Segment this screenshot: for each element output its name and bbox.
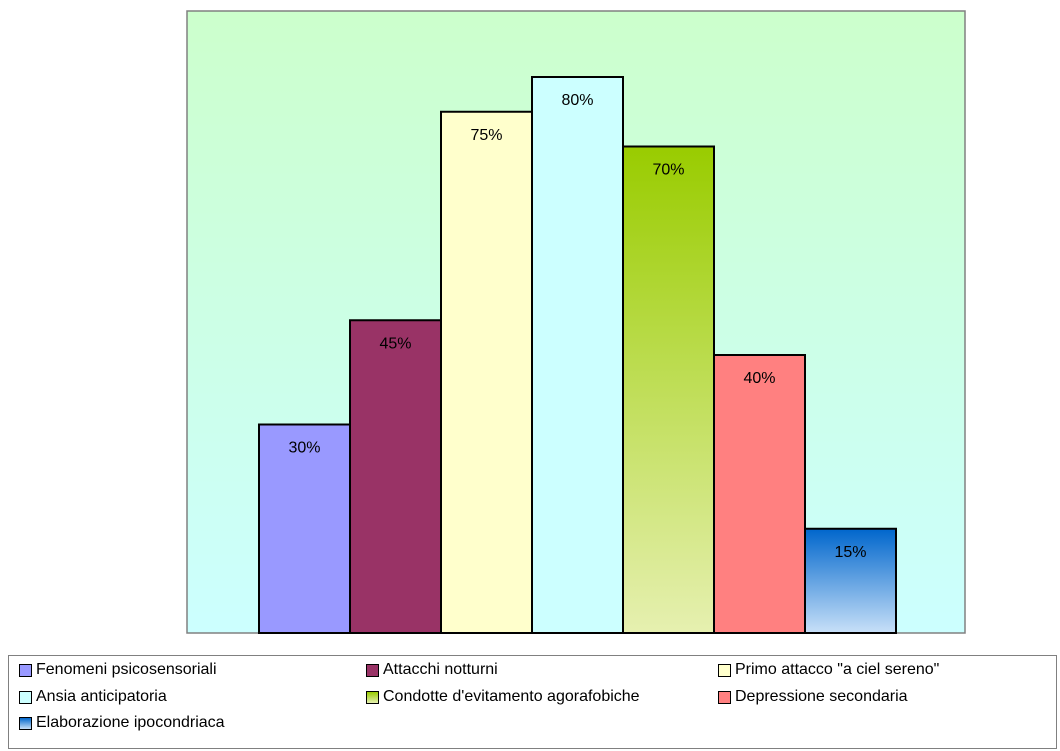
legend-item-ansia-anticipatoria: Ansia anticipatoria (19, 686, 167, 708)
legend-label-fenomeni-psicosensoriali: Fenomeni psicosensoriali (36, 661, 217, 678)
legend-item-depressione-secondaria: Depressione secondaria (718, 686, 908, 708)
legend-swatch-ansia-anticipatoria (19, 690, 32, 704)
bar-condotte-evitamento (622, 145, 715, 634)
legend-label-elaborazione-ipocondriaca: Elaborazione ipocondriaca (36, 714, 225, 731)
legend-swatch-condotte-evitamento (366, 690, 379, 704)
bar-primo-attacco (440, 110, 533, 634)
bar-elaborazione-ipocondriaca (804, 527, 897, 634)
legend-swatch-attacchi-notturni (366, 663, 379, 677)
legend-label-primo-attacco: Primo attacco "a ciel sereno" (735, 661, 940, 678)
legend-swatch-primo-attacco (718, 663, 731, 677)
legend-swatch-depressione-secondaria (718, 690, 731, 704)
legend-label-condotte-evitamento: Condotte d'evitamento agorafobiche (383, 688, 640, 705)
bar-chart: 30% 45% 75% 80% 70% 40% 15% (186, 10, 966, 634)
bar-attacchi-notturni (349, 319, 442, 634)
bars-group (258, 76, 897, 634)
bar-fenomeni-psicosensoriali (258, 423, 351, 634)
bar-ansia-anticipatoria (531, 76, 624, 634)
legend: Fenomeni psicosensoriali Attacchi notturn… (8, 655, 1057, 749)
data-label-ansia-anticipatoria: 80% (561, 92, 593, 109)
data-label-attacchi-notturni: 45% (379, 335, 411, 352)
legend-item-elaborazione-ipocondriaca: Elaborazione ipocondriaca (19, 712, 225, 734)
data-label-fenomeni-psicosensoriali: 30% (288, 440, 320, 457)
data-label-condotte-evitamento: 70% (652, 162, 684, 179)
legend-swatch-elaborazione-ipocondriaca (19, 716, 32, 730)
legend-item-fenomeni-psicosensoriali: Fenomeni psicosensoriali (19, 659, 217, 681)
legend-label-attacchi-notturni: Attacchi notturni (383, 661, 498, 678)
bar-depressione-secondaria (713, 354, 806, 634)
data-labels-group: 30% 45% 75% 80% 70% 40% 15% (288, 92, 866, 561)
data-label-primo-attacco: 75% (470, 127, 502, 144)
legend-item-condotte-evitamento: Condotte d'evitamento agorafobiche (366, 686, 640, 708)
legend-item-primo-attacco: Primo attacco "a ciel sereno" (718, 659, 939, 681)
legend-swatch-fenomeni-psicosensoriali (19, 663, 32, 677)
legend-item-attacchi-notturni: Attacchi notturni (366, 659, 498, 681)
data-label-elaborazione-ipocondriaca: 15% (834, 544, 866, 561)
legend-label-ansia-anticipatoria: Ansia anticipatoria (36, 688, 167, 705)
legend-label-depressione-secondaria: Depressione secondaria (735, 688, 908, 705)
data-label-depressione-secondaria: 40% (743, 370, 775, 387)
